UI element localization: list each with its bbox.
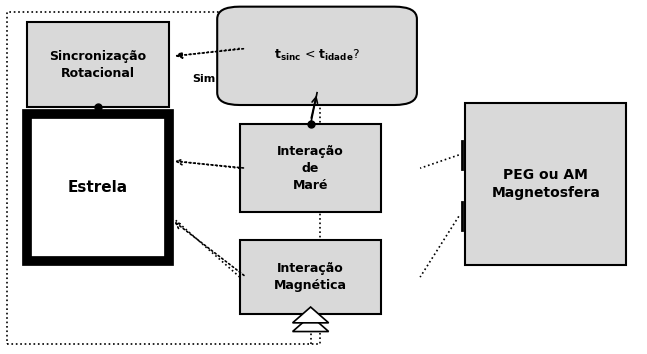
Text: Interação
Magnética: Interação Magnética <box>274 262 347 292</box>
Text: PEG ou AM
Magnetosfera: PEG ou AM Magnetosfera <box>491 168 600 200</box>
Text: Sincronização
Rotacional: Sincronização Rotacional <box>49 50 147 80</box>
FancyBboxPatch shape <box>217 7 417 105</box>
FancyBboxPatch shape <box>465 103 626 265</box>
FancyBboxPatch shape <box>27 22 169 107</box>
FancyBboxPatch shape <box>27 114 169 261</box>
FancyBboxPatch shape <box>240 124 382 212</box>
Text: Estrela: Estrela <box>68 180 128 195</box>
Text: $\mathbf{t_{sinc}}$ < $\mathbf{t_{idade}}$?: $\mathbf{t_{sinc}}$ < $\mathbf{t_{idade}… <box>274 48 360 63</box>
FancyBboxPatch shape <box>240 240 382 314</box>
Text: Sim: Sim <box>193 74 216 84</box>
Text: Interação
de
Maré: Interação de Maré <box>278 145 344 192</box>
Polygon shape <box>292 316 329 332</box>
Polygon shape <box>292 307 329 323</box>
